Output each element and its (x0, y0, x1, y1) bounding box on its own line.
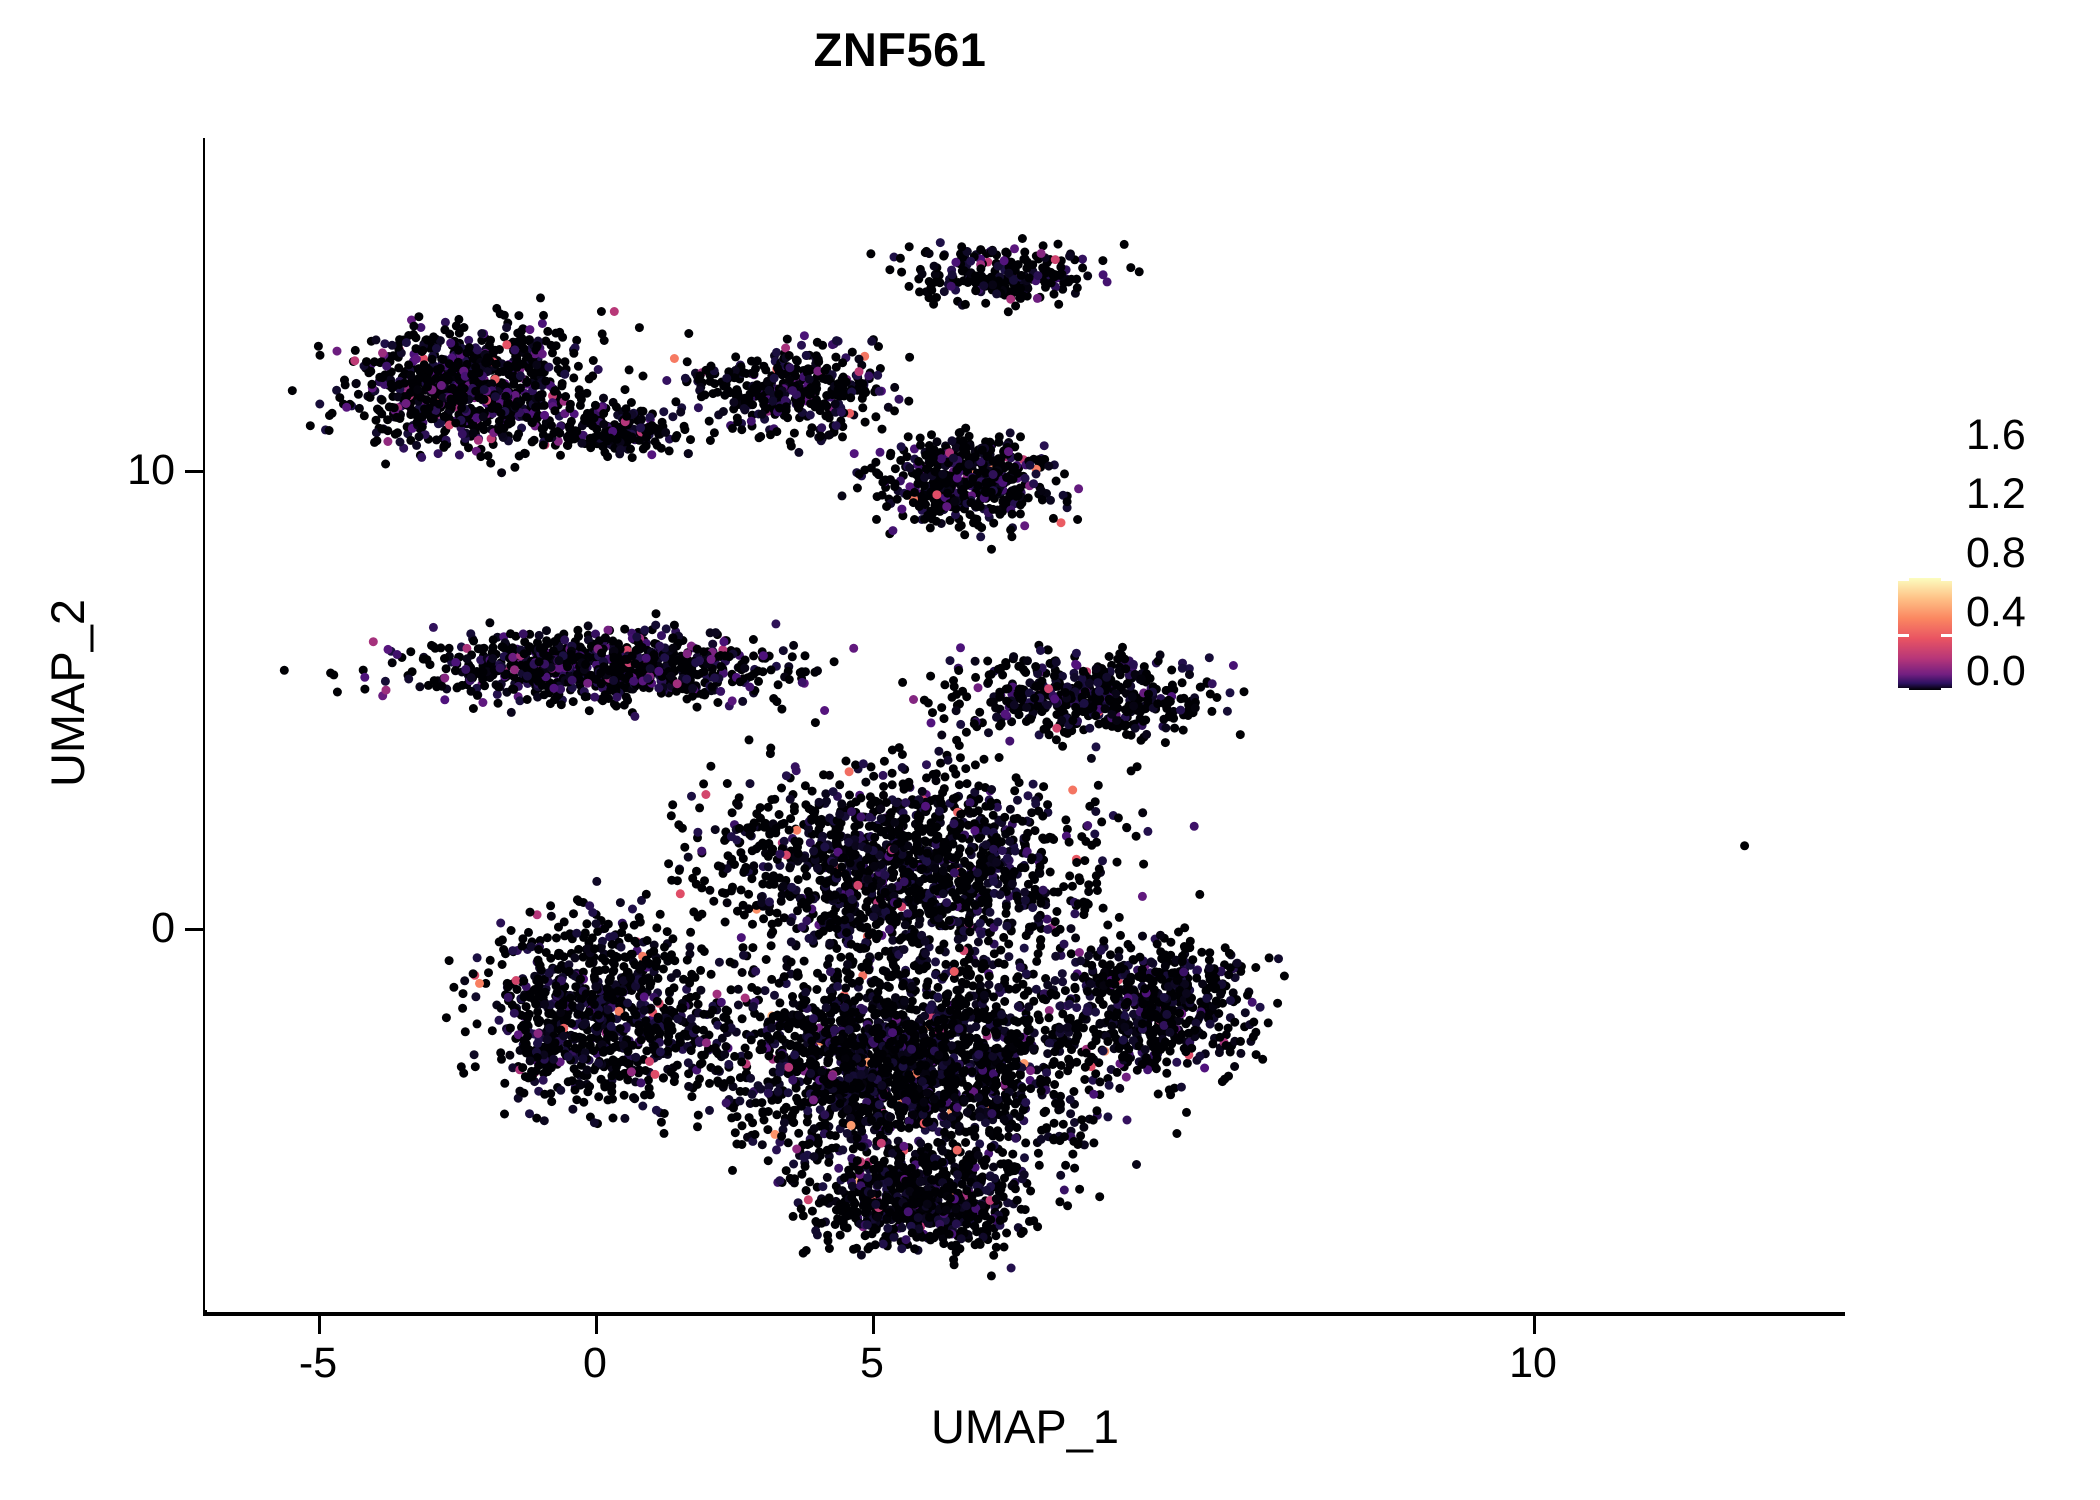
x-axis-line (203, 1312, 1845, 1316)
plot-panel (205, 138, 1845, 1310)
colorbar-label: 0.4 (1966, 588, 2026, 636)
legend-colorbar: 1.6 1.2 0.8 0.4 0.0 (1890, 410, 2090, 710)
x-tick-mark-3 (1533, 1316, 1536, 1334)
colorbar-tick-right (1941, 634, 1952, 637)
colorbar-label: 1.6 (1966, 411, 2026, 459)
x-axis-title: UMAP_1 (930, 1400, 1120, 1453)
colorbar-label: 0.0 (1966, 647, 2026, 695)
scatter-points-layer (279, 234, 1750, 1281)
y-tick-mark-0 (185, 470, 203, 473)
colorbar-tick-right (1941, 578, 1952, 581)
colorbar-tick-left (1898, 688, 1909, 691)
x-tick-label: 5 (860, 1339, 884, 1387)
y-tick-mark-1 (185, 928, 203, 931)
page-title: ZNF561 (813, 23, 987, 76)
colorbar-label: 1.2 (1966, 470, 2026, 518)
y-tick-label: 0 (151, 904, 175, 952)
colorbar-label: 0.8 (1966, 529, 2026, 577)
colorbar-tick-right (1941, 688, 1952, 691)
x-tick-mark-2 (872, 1316, 875, 1334)
colorbar-ramp (1898, 578, 1952, 691)
x-tick-label: 0 (583, 1339, 607, 1387)
x-tick-mark-1 (595, 1316, 598, 1334)
colorbar-tick-left (1898, 578, 1909, 581)
x-tick-mark-0 (318, 1316, 321, 1334)
x-tick-label: 10 (1509, 1339, 1557, 1387)
y-tick-label: 10 (127, 446, 175, 494)
y-axis-title: UMAP_2 (41, 598, 94, 788)
x-tick-label: -5 (298, 1339, 338, 1387)
colorbar-tick-left (1898, 634, 1909, 637)
